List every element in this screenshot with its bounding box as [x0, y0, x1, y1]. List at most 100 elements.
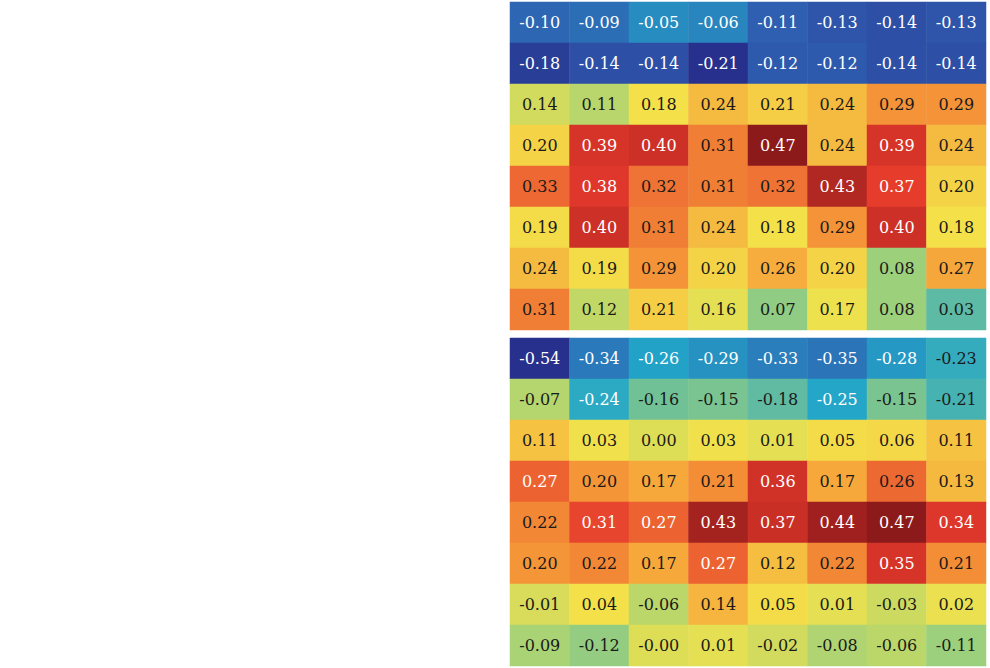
svg-text:0.19: 0.19 — [581, 259, 617, 278]
svg-text:-0.14: -0.14 — [876, 13, 917, 32]
svg-text:0.24: 0.24 — [938, 136, 974, 155]
svg-text:-0.21: -0.21 — [936, 390, 977, 409]
svg-text:-0.24: -0.24 — [579, 390, 620, 409]
svg-text:0.47: 0.47 — [879, 513, 915, 532]
svg-text:-0.18: -0.18 — [757, 390, 798, 409]
svg-text:0.14: 0.14 — [522, 95, 558, 114]
svg-text:0.20: 0.20 — [522, 554, 558, 573]
svg-text:0.03: 0.03 — [938, 300, 974, 319]
svg-text:-0.28: -0.28 — [876, 349, 917, 368]
svg-text:0.14: 0.14 — [700, 595, 736, 614]
svg-text:-0.54: -0.54 — [519, 349, 560, 368]
svg-text:-0.21: -0.21 — [698, 54, 739, 73]
svg-text:-0.05: -0.05 — [638, 13, 679, 32]
svg-text:-0.29: -0.29 — [698, 349, 739, 368]
svg-text:0.04: 0.04 — [581, 595, 617, 614]
svg-text:0.21: 0.21 — [760, 95, 796, 114]
svg-text:-0.00: -0.00 — [638, 636, 679, 655]
svg-text:0.37: 0.37 — [879, 177, 915, 196]
svg-text:-0.14: -0.14 — [936, 54, 977, 73]
svg-text:0.17: 0.17 — [819, 300, 855, 319]
svg-text:-0.09: -0.09 — [519, 636, 560, 655]
svg-text:-0.33: -0.33 — [757, 349, 798, 368]
svg-text:0.27: 0.27 — [522, 472, 558, 491]
svg-text:0.22: 0.22 — [819, 554, 855, 573]
svg-text:-0.14: -0.14 — [638, 54, 679, 73]
svg-text:-0.06: -0.06 — [876, 636, 917, 655]
svg-text:0.18: 0.18 — [641, 95, 677, 114]
svg-text:0.39: 0.39 — [879, 136, 915, 155]
svg-text:-0.15: -0.15 — [698, 390, 739, 409]
svg-text:-0.10: -0.10 — [519, 13, 560, 32]
svg-text:0.20: 0.20 — [581, 472, 617, 491]
svg-text:-0.06: -0.06 — [638, 595, 679, 614]
svg-text:-0.13: -0.13 — [936, 13, 977, 32]
svg-text:0.02: 0.02 — [938, 595, 974, 614]
svg-text:-0.26: -0.26 — [638, 349, 679, 368]
svg-text:0.43: 0.43 — [819, 177, 855, 196]
svg-text:0.20: 0.20 — [819, 259, 855, 278]
svg-text:0.24: 0.24 — [700, 218, 736, 237]
svg-text:0.40: 0.40 — [581, 218, 617, 237]
svg-text:-0.15: -0.15 — [876, 390, 917, 409]
svg-text:0.03: 0.03 — [700, 431, 736, 450]
svg-text:0.31: 0.31 — [522, 300, 558, 319]
svg-text:-0.12: -0.12 — [579, 636, 620, 655]
svg-text:0.24: 0.24 — [819, 136, 855, 155]
svg-text:0.22: 0.22 — [581, 554, 617, 573]
svg-text:0.17: 0.17 — [641, 472, 677, 491]
svg-text:0.06: 0.06 — [879, 431, 915, 450]
svg-text:0.17: 0.17 — [641, 554, 677, 573]
svg-text:-0.11: -0.11 — [757, 13, 798, 32]
svg-text:0.08: 0.08 — [879, 300, 915, 319]
svg-text:0.43: 0.43 — [700, 513, 736, 532]
svg-text:0.29: 0.29 — [879, 95, 915, 114]
svg-text:0.40: 0.40 — [641, 136, 677, 155]
svg-text:0.33: 0.33 — [522, 177, 558, 196]
svg-text:0.12: 0.12 — [760, 554, 796, 573]
svg-text:-0.07: -0.07 — [519, 390, 560, 409]
svg-text:-0.18: -0.18 — [519, 54, 560, 73]
svg-text:-0.11: -0.11 — [936, 636, 977, 655]
svg-text:0.24: 0.24 — [700, 95, 736, 114]
svg-text:-0.03: -0.03 — [876, 595, 917, 614]
svg-text:0.31: 0.31 — [700, 136, 736, 155]
svg-text:0.01: 0.01 — [819, 595, 855, 614]
svg-text:0.24: 0.24 — [522, 259, 558, 278]
svg-text:0.37: 0.37 — [760, 513, 796, 532]
svg-text:0.26: 0.26 — [879, 472, 915, 491]
svg-text:0.12: 0.12 — [581, 300, 617, 319]
svg-text:0.11: 0.11 — [581, 95, 617, 114]
svg-text:-0.14: -0.14 — [876, 54, 917, 73]
svg-text:-0.02: -0.02 — [757, 636, 798, 655]
svg-text:0.35: 0.35 — [879, 554, 915, 573]
svg-text:-0.12: -0.12 — [817, 54, 858, 73]
svg-text:0.01: 0.01 — [700, 636, 736, 655]
svg-text:-0.09: -0.09 — [579, 13, 620, 32]
svg-text:0.11: 0.11 — [938, 431, 974, 450]
svg-text:0.01: 0.01 — [760, 431, 796, 450]
svg-text:0.32: 0.32 — [641, 177, 677, 196]
svg-text:-0.06: -0.06 — [698, 13, 739, 32]
svg-text:0.29: 0.29 — [938, 95, 974, 114]
svg-text:0.31: 0.31 — [700, 177, 736, 196]
svg-text:0.24: 0.24 — [819, 95, 855, 114]
svg-text:0.17: 0.17 — [819, 472, 855, 491]
svg-text:-0.34: -0.34 — [579, 349, 620, 368]
svg-text:0.34: 0.34 — [938, 513, 974, 532]
svg-text:0.36: 0.36 — [760, 472, 796, 491]
svg-text:0.03: 0.03 — [581, 431, 617, 450]
svg-text:0.11: 0.11 — [522, 431, 558, 450]
svg-text:0.38: 0.38 — [581, 177, 617, 196]
svg-text:-0.14: -0.14 — [579, 54, 620, 73]
svg-text:0.18: 0.18 — [938, 218, 974, 237]
svg-text:0.31: 0.31 — [581, 513, 617, 532]
svg-text:0.44: 0.44 — [819, 513, 855, 532]
svg-text:0.22: 0.22 — [522, 513, 558, 532]
svg-text:0.29: 0.29 — [641, 259, 677, 278]
svg-text:-0.35: -0.35 — [817, 349, 858, 368]
svg-text:0.31: 0.31 — [641, 218, 677, 237]
svg-text:0.20: 0.20 — [938, 177, 974, 196]
svg-text:0.07: 0.07 — [760, 300, 796, 319]
svg-text:0.05: 0.05 — [760, 595, 796, 614]
